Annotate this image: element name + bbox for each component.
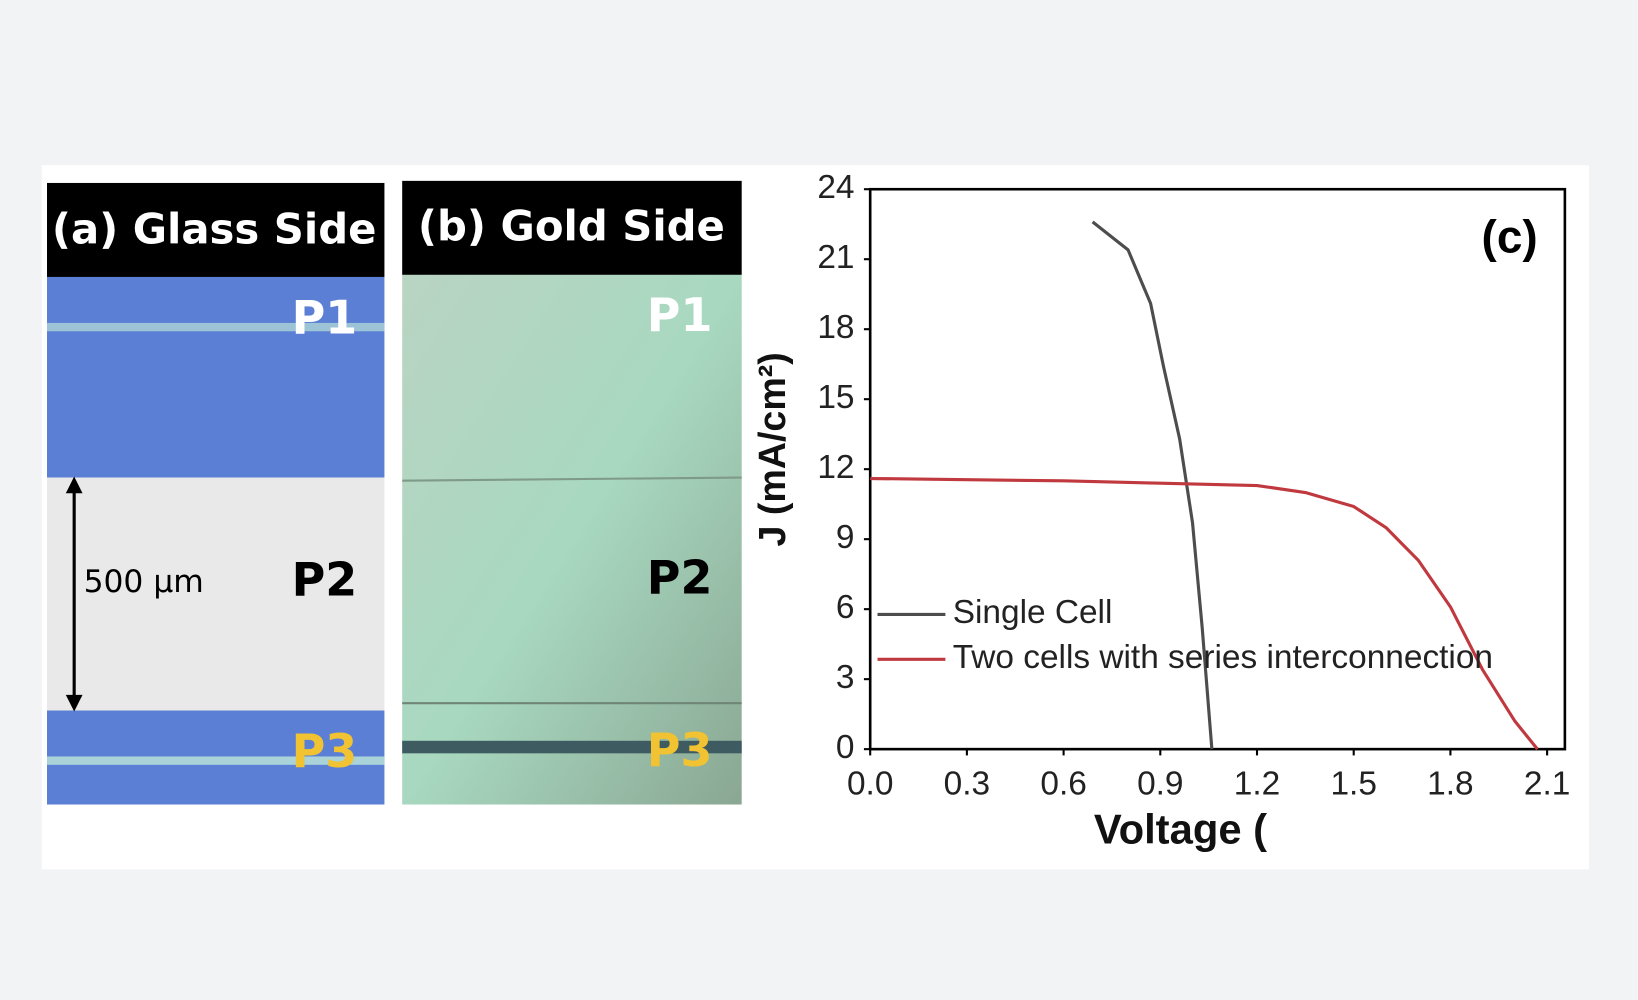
photo-band: [47, 477, 385, 711]
series-line: [1091, 220, 1214, 750]
panel-label: P1: [292, 290, 358, 344]
x-tick-label: 0.0: [847, 766, 893, 803]
y-tick-label: 21: [817, 239, 854, 276]
y-tick-label: 24: [817, 169, 854, 206]
scribe-line: [47, 756, 385, 765]
arrow-head: [65, 476, 83, 494]
y-tick-label: 15: [817, 379, 854, 416]
photo: [402, 274, 742, 805]
panel-label: P3: [647, 723, 713, 777]
x-tick-label: 1.8: [1427, 766, 1473, 803]
scale-label: 500 µm: [84, 564, 204, 600]
x-tick-label: 0.6: [1040, 766, 1086, 803]
panel-label: P1: [647, 288, 713, 342]
series-line: [870, 476, 1539, 751]
x-tick-label: 1.5: [1330, 766, 1376, 803]
legend-label: Two cells with series interconnection: [953, 639, 1493, 676]
scribe-line: [402, 476, 742, 482]
y-tick-label: 0: [836, 729, 855, 766]
y-tick-label: 3: [836, 659, 855, 696]
x-tick-label: 0.3: [944, 766, 990, 803]
y-tick-label: 9: [836, 519, 855, 556]
x-axis-label: Voltage (: [1094, 806, 1267, 853]
x-tick-label: 1.2: [1234, 766, 1280, 803]
panel-header: [402, 180, 742, 275]
y-tick-label: 18: [817, 309, 854, 346]
y-tick-label: 6: [836, 589, 855, 626]
panel-label: P3: [292, 724, 358, 778]
panel-title: (a) Glass Side: [52, 205, 377, 254]
arrow-head: [65, 694, 83, 712]
scribe-line: [402, 740, 742, 754]
legend-label: Single Cell: [953, 594, 1113, 631]
panel-label: P2: [292, 553, 358, 607]
panel-label: P2: [647, 550, 713, 604]
photo-band: [47, 276, 385, 478]
x-tick-label: 0.9: [1137, 766, 1183, 803]
scribe-line: [47, 322, 385, 332]
panel-title: (b) Gold Side: [418, 201, 725, 250]
annotation: (c): [1482, 211, 1538, 263]
x-tick-label: 2.1: [1524, 766, 1570, 803]
y-axis-label: J (mA/cm²): [751, 352, 793, 546]
panel-header: [47, 182, 385, 277]
y-tick-label: 12: [817, 449, 854, 486]
